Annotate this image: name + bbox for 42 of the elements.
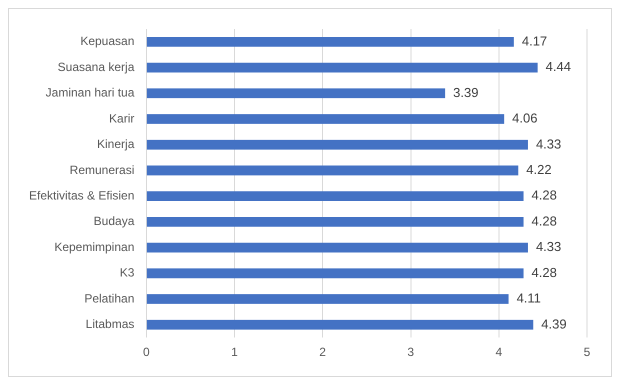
y-tick-label: Suasana kerja: [58, 60, 135, 74]
y-tick-label: Kepemimpinan: [54, 240, 134, 254]
bar: [146, 268, 524, 278]
data-label: 4.33: [536, 239, 562, 254]
y-tick-label: Kinerja: [97, 137, 135, 152]
y-tick-label: Litabmas: [86, 317, 134, 332]
bar: [146, 242, 528, 252]
data-label: 4.44: [546, 59, 571, 74]
y-tick-label: Kepuasan: [80, 34, 134, 48]
data-label: 4.28: [532, 188, 557, 203]
data-label: 4.06: [512, 110, 538, 126]
data-label: 4.11: [516, 290, 541, 306]
y-tick-label: Remunerasi: [70, 162, 134, 177]
bar: [146, 191, 524, 202]
x-tick-label: 1: [231, 345, 238, 360]
x-tick-label: 0: [143, 345, 150, 360]
bar: [146, 166, 518, 176]
data-label: 4.17: [522, 33, 548, 48]
bar: [146, 140, 528, 150]
x-tick-label: 3: [407, 345, 414, 360]
data-label: 3.39: [453, 84, 478, 100]
data-label: 4.28: [532, 264, 557, 280]
bar: [146, 36, 514, 47]
bar: [146, 216, 524, 227]
bar: [146, 114, 504, 124]
x-tick-label: 4: [496, 345, 503, 360]
x-tick-label: 2: [319, 345, 326, 360]
y-tick-label: Efektivitas & Efisien: [29, 188, 134, 202]
data-label: 4.39: [541, 316, 567, 332]
y-tick-label: Pelatihan: [84, 291, 134, 306]
bar: [146, 294, 509, 304]
y-tick-label: Budaya: [94, 214, 135, 228]
bar: [146, 62, 538, 72]
data-label: 4.28: [532, 213, 557, 228]
data-label: 4.33: [536, 136, 562, 152]
y-tick-label: Jaminan hari tua: [46, 86, 135, 100]
x-tick-label: 5: [584, 345, 591, 360]
y-tick-label: Karir: [109, 111, 134, 126]
bar: [146, 88, 446, 98]
y-tick-label: K3: [120, 266, 135, 280]
bar: [146, 320, 534, 330]
data-label: 4.22: [526, 162, 552, 178]
